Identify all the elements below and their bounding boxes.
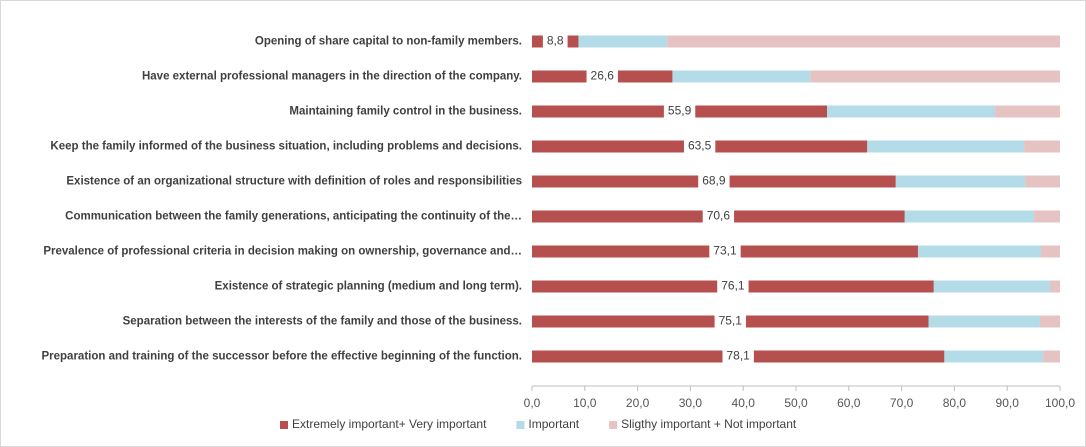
- legend-swatch: [609, 421, 618, 429]
- data-label-bg: [722, 347, 754, 366]
- category-label: Separation between the interests of the …: [123, 316, 522, 328]
- x-tick-label: 50,0: [784, 396, 808, 410]
- data-label: 55,9: [668, 104, 692, 118]
- bar-segment: [944, 350, 1044, 363]
- data-label-bg: [714, 312, 746, 331]
- x-tick-label: 40,0: [732, 396, 756, 410]
- data-label-bg: [683, 137, 716, 156]
- bar-segment: [810, 70, 1060, 83]
- bar-segment: [1039, 315, 1060, 328]
- data-label: 75,1: [719, 314, 743, 328]
- x-tick-label: 90,0: [996, 396, 1020, 410]
- data-label: 73,1: [713, 244, 737, 258]
- data-label: 63,5: [688, 139, 712, 153]
- bar-segment: [667, 35, 1060, 48]
- category-label: Keep the family informed of the business…: [50, 141, 522, 153]
- x-tick-label: 20,0: [626, 396, 650, 410]
- category-label: Communication between the family generat…: [65, 211, 522, 223]
- legend-label: Sligthy important + Not important: [621, 417, 797, 431]
- bar-segment: [928, 315, 1040, 328]
- x-tick-label: 10,0: [573, 396, 597, 410]
- category-label: Prevalence of professional criteria in d…: [43, 246, 522, 258]
- bar-segment: [933, 280, 1050, 293]
- data-label: 8,8: [547, 34, 564, 48]
- bar-segment: [1025, 175, 1060, 188]
- category-label: Existence of strategic planning (medium …: [215, 281, 522, 293]
- x-tick-label: 100,0: [1045, 396, 1075, 410]
- bar-segment: [917, 245, 1041, 258]
- data-label-bg: [702, 207, 735, 226]
- bar-segment: [1040, 245, 1060, 258]
- legend-swatch: [280, 421, 288, 429]
- legend-swatch: [516, 421, 525, 429]
- x-tick-label: 70,0: [890, 396, 914, 410]
- category-label: Opening of share capital to non-family m…: [255, 36, 522, 48]
- x-tick-label: 80,0: [943, 396, 967, 410]
- bar-segment: [578, 35, 668, 48]
- x-tick-label: 0,0: [524, 396, 541, 410]
- bar-segment: [904, 210, 1035, 223]
- bar-segment: [1049, 280, 1060, 293]
- bar-segment: [1024, 140, 1060, 153]
- legend-label: Extremely important+ Very important: [292, 417, 487, 431]
- x-tick-label: 60,0: [837, 396, 861, 410]
- data-label-bg: [542, 32, 568, 51]
- data-label-bg: [698, 172, 730, 191]
- data-label: 26,6: [591, 69, 615, 83]
- category-label: Have external professional managers in t…: [142, 71, 522, 83]
- data-label: 78,1: [727, 349, 751, 363]
- bar-segment: [867, 140, 1025, 153]
- bar-segment: [1043, 350, 1060, 363]
- x-tick-label: 30,0: [679, 396, 703, 410]
- data-label-bg: [663, 102, 696, 121]
- category-label: Existence of an organizational structure…: [66, 176, 522, 188]
- bar-segment: [895, 175, 1026, 188]
- bar-segment: [1034, 210, 1060, 223]
- data-label: 68,9: [702, 174, 726, 188]
- category-label: Preparation and training of the successo…: [41, 351, 522, 363]
- legend-label: Important: [528, 417, 579, 431]
- bar-segment: [827, 105, 996, 118]
- data-label: 70,6: [707, 209, 731, 223]
- data-label-bg: [709, 242, 741, 261]
- bar-segment: [995, 105, 1060, 118]
- bar-segment: [672, 70, 811, 83]
- data-label-bg: [717, 277, 749, 296]
- data-label: 76,1: [721, 279, 745, 293]
- category-label: Maintaining family control in the busine…: [289, 106, 522, 118]
- data-label-bg: [586, 67, 618, 86]
